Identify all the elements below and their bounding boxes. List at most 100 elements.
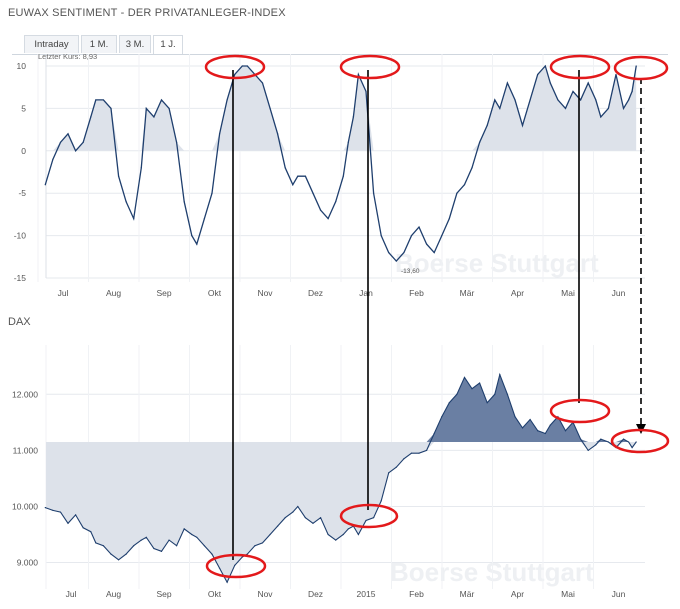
data-point <box>347 141 349 143</box>
highlight-ellipse-bottom-oct <box>205 553 267 579</box>
x-tick-label-bottom: Aug <box>106 589 121 599</box>
data-point <box>292 184 294 186</box>
data-point <box>168 539 170 541</box>
data-point <box>82 141 84 143</box>
data-point <box>365 90 367 93</box>
data-point <box>218 133 221 135</box>
data-point <box>380 235 382 237</box>
sentiment-series <box>44 64 637 262</box>
data-point <box>572 90 574 93</box>
data-point <box>95 99 97 101</box>
data-point <box>90 116 92 118</box>
data-point <box>448 218 450 220</box>
y-tick-label: 12.000 <box>12 389 38 399</box>
data-point <box>261 82 264 84</box>
x-tick-label-top: Mai <box>561 288 575 298</box>
data-point <box>160 99 163 101</box>
tab-1-month[interactable]: 1 M. <box>81 35 117 53</box>
data-point <box>140 539 142 541</box>
data-point <box>615 73 617 76</box>
data-point <box>218 567 221 569</box>
x-tick-label-top: Mär <box>460 288 475 298</box>
x-tick-label-bottom: Sep <box>156 589 171 599</box>
data-point <box>365 519 367 522</box>
chart-title: EUWAX SENTIMENT - DER PRIVATANLEGER-INDE… <box>8 7 286 19</box>
data-point <box>261 542 264 544</box>
x-tick-label-top: Feb <box>409 288 424 298</box>
data-point <box>335 539 337 541</box>
x-tick-label-bottom: 2015 <box>357 589 376 599</box>
data-point <box>234 73 236 76</box>
data-point <box>529 99 531 101</box>
tab-intraday[interactable]: Intraday <box>24 35 79 53</box>
data-point <box>335 201 337 203</box>
data-point <box>183 201 185 203</box>
data-point <box>471 388 473 390</box>
dax-chart-title: DAX <box>8 316 31 328</box>
data-point <box>471 167 473 169</box>
data-point <box>110 553 112 555</box>
data-point <box>607 441 610 443</box>
data-point <box>176 141 178 143</box>
data-point <box>67 133 69 135</box>
data-point <box>557 99 559 101</box>
highlight-ellipse-bottom-jun <box>610 428 670 454</box>
dax-series <box>44 372 637 584</box>
data-point <box>372 517 375 519</box>
data-point <box>537 73 539 76</box>
data-point <box>403 458 405 460</box>
data-point <box>418 452 420 454</box>
annotation-layer <box>204 54 670 579</box>
data-point <box>564 430 567 432</box>
data-point <box>133 545 135 547</box>
data-point <box>448 402 450 404</box>
data-point <box>463 376 466 379</box>
data-point <box>203 218 205 220</box>
data-point <box>269 533 271 536</box>
data-point <box>102 99 104 101</box>
data-point <box>102 545 104 547</box>
data-point <box>395 466 397 468</box>
below-baseline-area <box>45 441 637 583</box>
data-point <box>342 175 344 177</box>
data-point <box>607 107 610 109</box>
data-point <box>168 107 170 109</box>
x-tick-label-top: Apr <box>511 288 524 298</box>
data-point <box>622 438 625 440</box>
data-point <box>284 167 286 169</box>
data-point <box>544 65 546 67</box>
data-point <box>564 107 567 109</box>
data-point <box>580 438 582 440</box>
data-point <box>312 192 314 194</box>
data-point <box>514 99 516 101</box>
data-point <box>388 251 390 254</box>
data-point <box>463 184 466 186</box>
data-point <box>292 511 294 513</box>
data-point <box>246 65 248 67</box>
data-point <box>196 243 198 245</box>
tab-1-year[interactable]: 1 J. <box>153 35 183 54</box>
data-point <box>595 99 597 101</box>
data-point <box>125 201 127 203</box>
data-point <box>410 235 413 237</box>
data-point <box>499 374 501 376</box>
data-point <box>587 82 589 84</box>
x-tick-label-top: Dez <box>308 288 323 298</box>
data-point <box>587 449 589 451</box>
data-point <box>117 559 120 561</box>
tab-3-months[interactable]: 3 M. <box>119 35 151 53</box>
data-point <box>145 107 147 109</box>
data-point <box>544 432 546 435</box>
data-point <box>537 430 539 432</box>
data-point <box>380 500 382 502</box>
data-point <box>319 209 322 211</box>
x-tick-label-top: Jun <box>612 288 626 298</box>
data-point <box>600 116 602 118</box>
x-tick-label-bottom: Apr <box>511 589 524 599</box>
data-point <box>125 553 127 555</box>
watermark-top: Boerse Stuttgart <box>395 248 599 278</box>
highlight-ellipse-top-oct <box>204 54 266 80</box>
y-tick-label: -15 <box>14 273 27 283</box>
data-point <box>514 416 516 418</box>
